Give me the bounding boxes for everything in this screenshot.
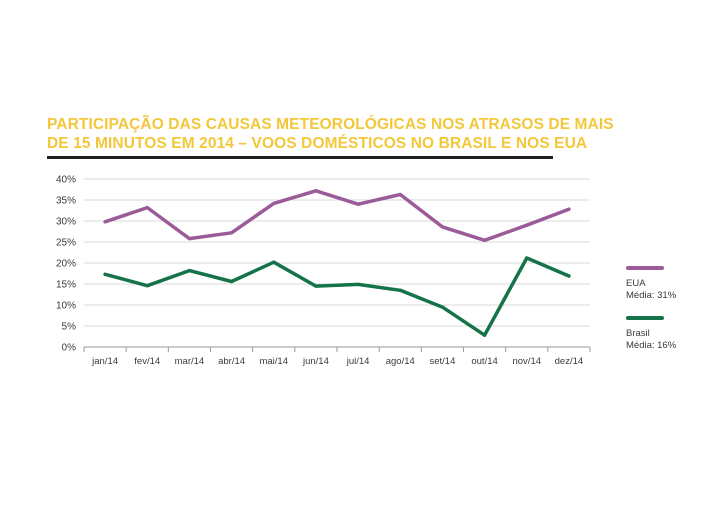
legend-swatch-brasil <box>626 316 664 320</box>
data-point-brasil <box>398 288 402 292</box>
data-point-eua <box>567 207 571 211</box>
legend-label-eua: EUA <box>626 278 646 289</box>
data-point-brasil <box>525 256 529 260</box>
chart-title-line-2: DE 15 MINUTOS EM 2014 – VOOS DOMÉSTICOS … <box>47 135 588 152</box>
y-tick-label: 25% <box>56 238 76 249</box>
x-tick-label: jan/14 <box>91 356 118 367</box>
x-tick-label: abr/14 <box>218 356 245 367</box>
series-line-brasil <box>103 256 571 337</box>
chart-title-line-1: PARTICIPAÇÃO DAS CAUSAS METEOROLÓGICAS N… <box>47 116 614 133</box>
data-point-eua <box>187 237 192 241</box>
grid-lines <box>84 178 590 348</box>
y-tick-label: 30% <box>56 217 76 228</box>
legend-label-brasil: Brasil <box>626 328 650 339</box>
data-point-brasil <box>187 268 192 273</box>
y-tick-label: 40% <box>56 175 76 186</box>
x-tick-label: dez/14 <box>555 356 584 367</box>
legend-swatch-eua <box>626 266 664 270</box>
x-axis: jan/14 fev/14 mar/14 abr/14 mai/14 jun/14 jul/… <box>83 347 591 367</box>
data-point-eua <box>356 202 360 206</box>
data-point-brasil <box>440 305 445 309</box>
data-point-eua <box>229 231 234 235</box>
x-tick-label: jun/14 <box>302 356 329 367</box>
y-tick-label: 5% <box>62 322 77 333</box>
y-tick-label: 35% <box>56 196 76 207</box>
y-axis-ticks: 40% 35% 30% 25% 20% 15% 10% 5% 0% <box>56 175 76 354</box>
x-tick-label: nov/14 <box>512 356 541 367</box>
x-tick-label: set/14 <box>429 356 455 367</box>
y-tick-label: 20% <box>56 259 76 270</box>
series-line-eua <box>103 189 571 243</box>
data-point-brasil <box>103 272 107 276</box>
y-tick-label: 0% <box>62 343 77 354</box>
chart-title: PARTICIPAÇÃO DAS CAUSAS METEOROLÓGICAS N… <box>47 115 614 153</box>
legend-item-brasil: Brasil Média: 16% <box>626 316 676 352</box>
x-tick-label: mai/14 <box>259 356 288 367</box>
data-point-eua <box>314 189 318 193</box>
data-point-eua <box>272 201 276 205</box>
data-point-brasil <box>356 282 360 287</box>
data-point-eua <box>145 205 149 210</box>
legend-note-brasil: Média: 16% <box>626 340 677 351</box>
x-tick-label: fev/14 <box>134 356 160 367</box>
data-point-brasil <box>229 279 234 284</box>
y-tick-label: 15% <box>56 280 76 291</box>
legend-item-eua: EUA Média: 31% <box>626 266 676 302</box>
x-tick-label: ago/14 <box>386 356 415 367</box>
y-tick-label: 10% <box>56 301 76 312</box>
data-point-brasil <box>145 284 149 288</box>
series-lines <box>103 189 571 337</box>
data-point-eua <box>440 225 445 229</box>
data-point-brasil <box>272 260 276 264</box>
x-tick-label: jul/14 <box>346 356 370 367</box>
data-point-eua <box>103 220 107 224</box>
data-point-eua <box>525 223 529 227</box>
title-underline <box>47 156 553 159</box>
data-point-eua <box>482 238 487 242</box>
x-tick-label: out/14 <box>471 356 497 367</box>
data-point-brasil <box>567 274 571 278</box>
data-point-brasil <box>482 333 487 337</box>
data-point-eua <box>398 192 402 197</box>
x-tick-label: mar/14 <box>175 356 205 367</box>
legend-note-eua: Média: 31% <box>626 290 677 301</box>
data-point-brasil <box>314 284 318 288</box>
